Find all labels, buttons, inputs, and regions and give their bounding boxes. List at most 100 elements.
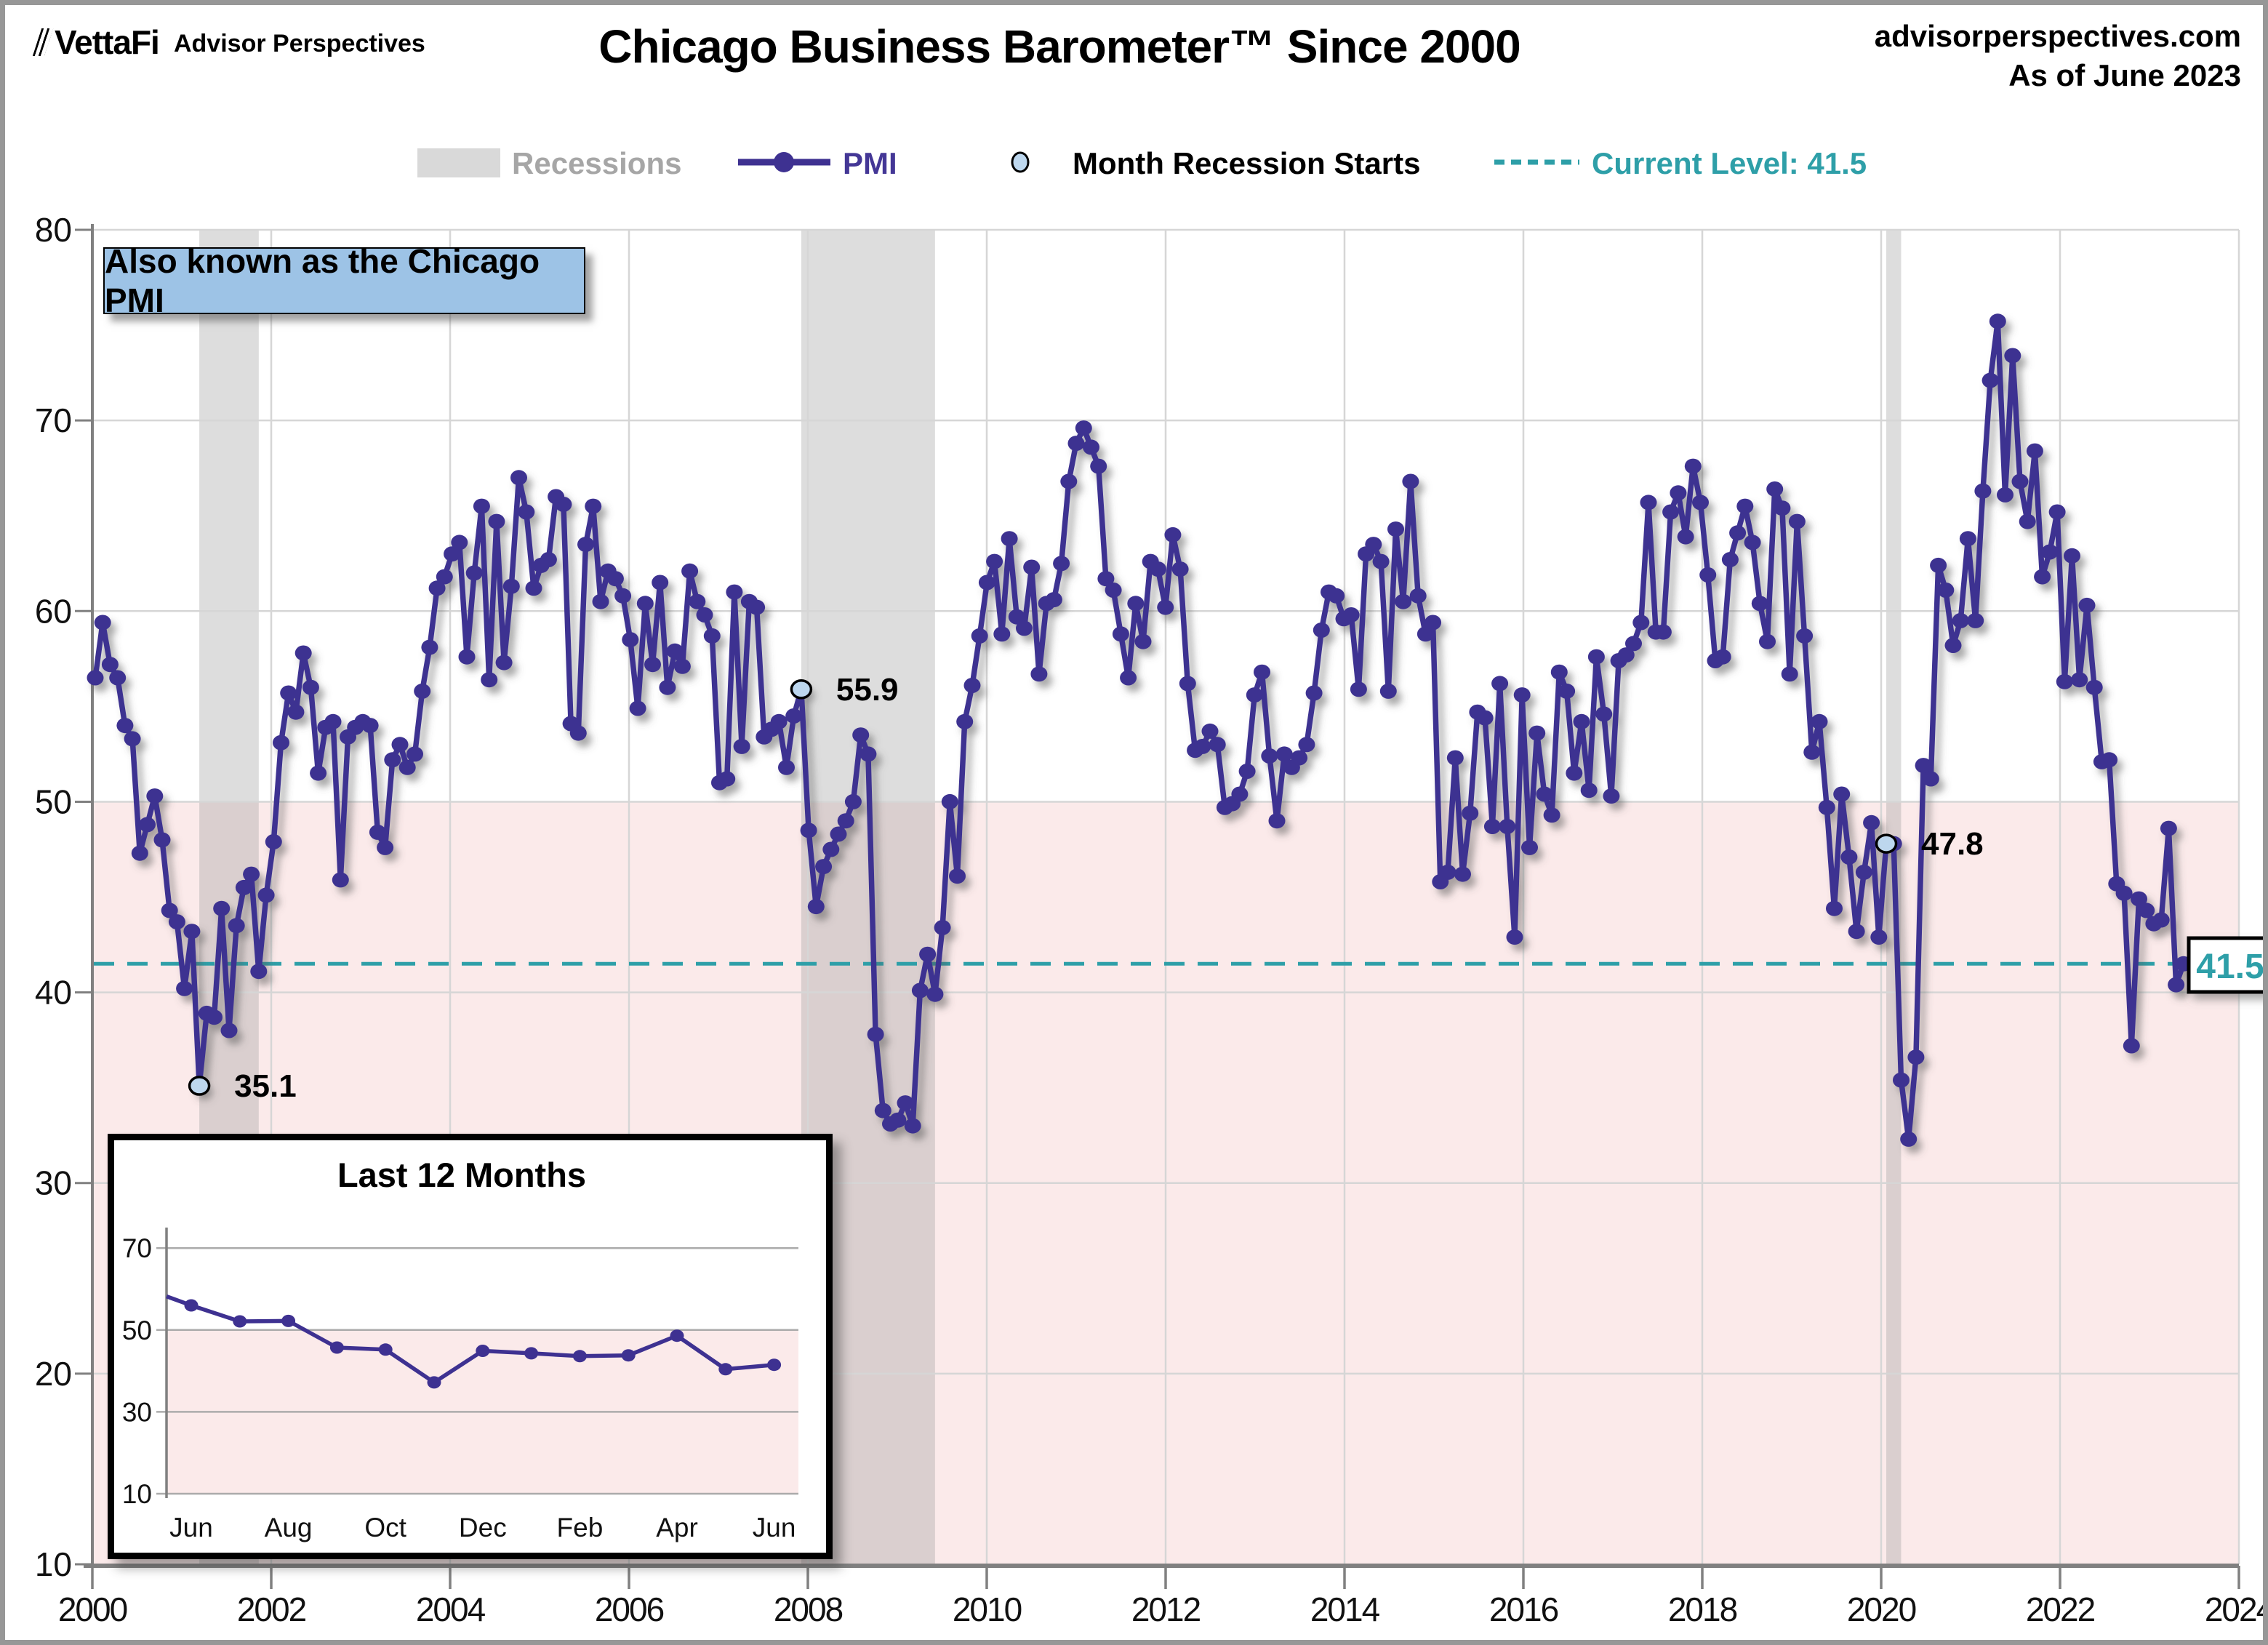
- recession-start-value-label: 47.8: [1921, 826, 1984, 862]
- pmi-point: [2011, 473, 2029, 489]
- pmi-point: [1900, 1131, 1918, 1147]
- pmi-point: [1699, 567, 1717, 583]
- pmi-point: [1721, 552, 1739, 567]
- recession-start-point: [188, 1076, 211, 1096]
- pmi-point: [1261, 748, 1278, 764]
- recession-start-point: [790, 679, 813, 700]
- pmi-point: [1840, 849, 1858, 865]
- pmi-point: [518, 504, 535, 520]
- x-axis-label: 2002: [237, 1590, 306, 1628]
- x-axis-label: 2010: [953, 1590, 1022, 1628]
- y-axis-label: 40: [35, 974, 72, 1012]
- pmi-point: [1150, 561, 1166, 577]
- pmi-point: [139, 817, 156, 833]
- pmi-point: [830, 826, 847, 842]
- pmi-point: [1893, 1072, 1910, 1088]
- pmi-point: [606, 571, 624, 587]
- pmi-point: [1818, 799, 1835, 815]
- pmi-point: [273, 735, 289, 751]
- pmi-point: [1536, 786, 1553, 802]
- pmi-point: [1424, 615, 1442, 631]
- pmi-point: [2041, 544, 2059, 560]
- pmi-point: [206, 1009, 223, 1025]
- pmi-point: [867, 1026, 884, 1042]
- x-axis-label: 2024: [2205, 1590, 2268, 1628]
- current-level-box: [2187, 936, 2263, 994]
- pmi-point: [1090, 458, 1107, 474]
- pmi-point: [1350, 681, 1367, 697]
- pmi-point: [1016, 620, 1033, 636]
- pmi-point: [168, 914, 185, 930]
- pmi-point: [1328, 588, 1345, 604]
- inset-x-label: Apr: [656, 1513, 698, 1542]
- pmi-point: [636, 596, 654, 612]
- pmi-point: [1134, 633, 1152, 649]
- pmi-point: [1379, 683, 1397, 699]
- pmi-point: [1008, 609, 1025, 625]
- pmi-point: [681, 563, 699, 579]
- pmi-point: [1736, 498, 1754, 514]
- pmi-point: [361, 718, 379, 734]
- pmi-point: [1587, 649, 1605, 665]
- pmi-point: [1417, 626, 1434, 642]
- pmi-point: [488, 513, 505, 529]
- pmi-point: [577, 537, 594, 553]
- pmi-point: [294, 645, 312, 661]
- pmi-point: [302, 679, 319, 695]
- pmi-point: [287, 704, 305, 720]
- pmi-point: [978, 575, 995, 591]
- pmi-point: [585, 498, 602, 514]
- pmi-point: [1127, 596, 1145, 612]
- pmi-point: [1907, 1049, 1925, 1065]
- pmi-point: [629, 700, 646, 716]
- pmi-point: [1848, 924, 1865, 940]
- pmi-point: [1402, 473, 1419, 489]
- inset-x-label: Dec: [459, 1513, 507, 1542]
- pmi-point: [659, 679, 676, 695]
- pmi-point: [414, 683, 431, 699]
- pmi-point: [807, 899, 825, 915]
- pmi-point: [897, 1095, 914, 1111]
- legend-current-level-label: Current Level: 41.5: [1592, 146, 1867, 180]
- pmi-point: [176, 980, 193, 996]
- pmi-point: [592, 593, 609, 609]
- inset-x-label: Feb: [557, 1513, 604, 1542]
- pmi-point: [1395, 593, 1412, 609]
- pmi-point: [569, 725, 587, 741]
- pmi-point: [1275, 746, 1293, 762]
- pmi-point: [2019, 513, 2036, 529]
- pmi-point: [1833, 786, 1851, 802]
- pmi-point: [1580, 783, 1598, 799]
- pmi-point: [1483, 819, 1501, 834]
- pmi-point: [1863, 815, 1880, 830]
- pmi-point: [1617, 647, 1635, 663]
- pmi-point: [1446, 750, 1464, 766]
- inset-pmi-point: [621, 1349, 636, 1362]
- pmi-point: [1528, 725, 1546, 741]
- pmi-point: [1982, 372, 1999, 388]
- pmi-point: [1558, 683, 1576, 699]
- also-known-callout: Also known as the Chicago PMI: [103, 242, 585, 319]
- pmi-point: [1751, 596, 1768, 612]
- pmi-point: [1454, 866, 1471, 882]
- inset-title: Last 12 Months: [337, 1156, 586, 1194]
- inset-pmi-point: [427, 1376, 441, 1389]
- pmi-point: [1566, 765, 1583, 781]
- inset-pmi-point: [378, 1343, 393, 1356]
- x-axis-label: 2016: [1489, 1590, 1558, 1628]
- pmi-point: [391, 737, 409, 753]
- legend-recession-start-marker: [1011, 151, 1030, 173]
- recession-start-point: [1875, 833, 1898, 854]
- pmi-point: [2115, 885, 2133, 901]
- pmi-point: [1573, 713, 1590, 729]
- pmi-point: [228, 918, 245, 934]
- pmi-point: [1268, 813, 1286, 829]
- pmi-point: [1759, 633, 1776, 649]
- pmi-point: [652, 575, 669, 591]
- pmi-point: [1506, 929, 1523, 945]
- pmi-point: [949, 868, 966, 884]
- y-axis-label: 10: [35, 1545, 72, 1583]
- pmi-point: [1967, 612, 1984, 628]
- pmi-point: [131, 845, 148, 861]
